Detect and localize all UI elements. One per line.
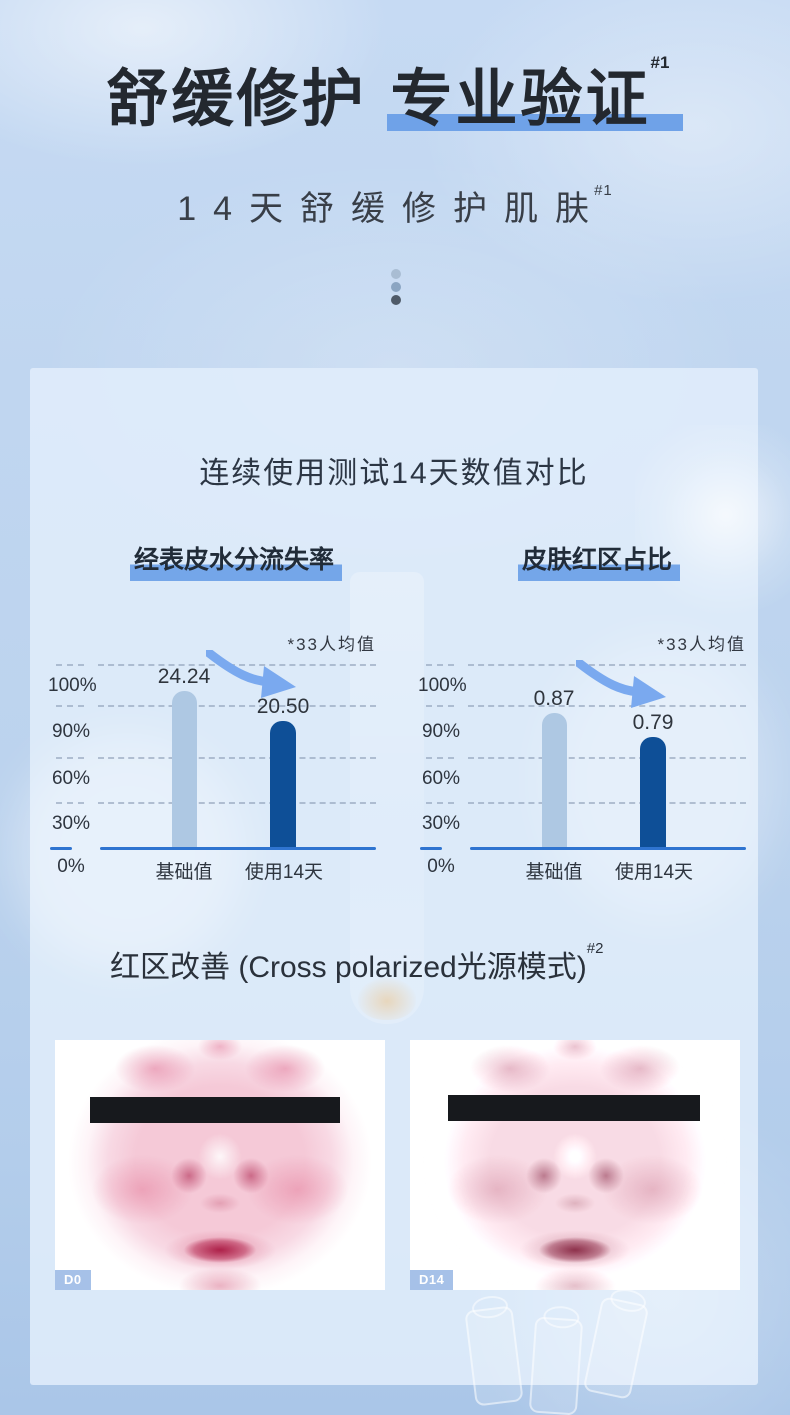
section-title: 红区改善 (Cross polarized光源模式)#2 [110,940,604,986]
value-label: 0.87 [533,687,575,710]
page-title: 舒缓修护 专业验证#1 [0,53,790,135]
photo-label-badge: D0 [55,1270,91,1290]
trend-down-arrow-icon [206,650,296,698]
value-label: 0.79 [632,711,674,734]
y-axis-label: 0% [57,856,85,877]
axis-tick [420,847,442,850]
card-heading: 连续使用测试14天数值对比 [199,457,589,490]
dot-icon [391,282,401,292]
section-title-text: 红区改善 (Cross polarized光源模式) [110,951,587,984]
x-axis-label: 基础值 [525,862,583,883]
footnote-marker-1: #1 [594,181,613,199]
gridline [56,664,84,666]
footnote-marker-2: #2 [586,940,604,957]
photo-label-badge: D14 [410,1270,454,1290]
gridline [426,757,454,759]
bar-baseline [542,713,567,847]
chart-title-redness: 皮肤红区占比 [518,540,681,581]
gridline [56,802,84,804]
y-axis-label: 90% [421,721,461,742]
photo-panel-d14: D14 [410,1040,740,1290]
y-axis-label: 0% [427,856,455,877]
y-axis-label: 30% [421,813,461,834]
page-title-highlighted-text: 专业验证 [390,65,651,134]
gridline [98,802,376,804]
y-axis-label: 90% [51,721,91,742]
dot-icon [391,269,401,279]
chart-title-tewl: 经表皮水分流失率 [130,540,343,581]
gridline [468,802,746,804]
page-subtitle-text: 14天舒缓修护肌肤 [177,190,607,228]
gridline [426,802,454,804]
gridline [98,705,376,707]
face-image-before [64,1040,376,1290]
x-axis-line [100,847,376,850]
gridline [468,664,746,666]
y-axis-label: 60% [51,768,91,789]
bar-baseline [172,691,197,847]
bar-day14 [270,721,296,847]
page-title-plain: 舒缓修护 [106,65,367,134]
value-label: 24.24 [157,665,211,688]
gridline [426,705,454,707]
value-label: 20.50 [256,695,310,718]
sample-size-note: *33人均值 [287,635,376,654]
x-axis-label: 使用14天 [614,862,694,883]
censor-bar [90,1097,340,1123]
x-axis-line [470,847,746,850]
page-subtitle: 14天舒缓修护肌肤#1 [0,181,790,230]
bar-day14 [640,737,666,847]
page-title-highlighted: 专业验证#1 [386,53,684,134]
photo-panel-d0: D0 [55,1040,385,1290]
gridline [98,757,376,759]
footnote-marker-1: #1 [650,53,670,73]
x-axis-label: 使用14天 [244,862,324,883]
dots-divider [390,269,402,308]
gridline [468,757,746,759]
gridline [56,757,84,759]
sample-size-note: *33人均值 [657,635,746,654]
axis-tick [50,847,72,850]
trend-down-arrow-icon [576,660,666,708]
y-axis-label: 100% [418,675,467,696]
y-axis-label: 100% [48,675,97,696]
chart-tewl: *33人均值 100% 90% 60% 30% 0% 24.24 20.50 基… [48,630,378,883]
gridline [426,664,454,666]
y-axis-label: 30% [51,813,91,834]
censor-bar [448,1095,700,1121]
dot-icon [391,295,401,305]
face-image-after [419,1040,731,1290]
gridline [98,664,376,666]
gridline [468,705,746,707]
x-axis-label: 基础值 [155,862,213,883]
y-axis-label: 60% [421,768,461,789]
chart-redness: *33人均值 100% 90% 60% 30% 0% 0.87 0.79 基础值… [418,630,748,883]
gridline [56,705,84,707]
